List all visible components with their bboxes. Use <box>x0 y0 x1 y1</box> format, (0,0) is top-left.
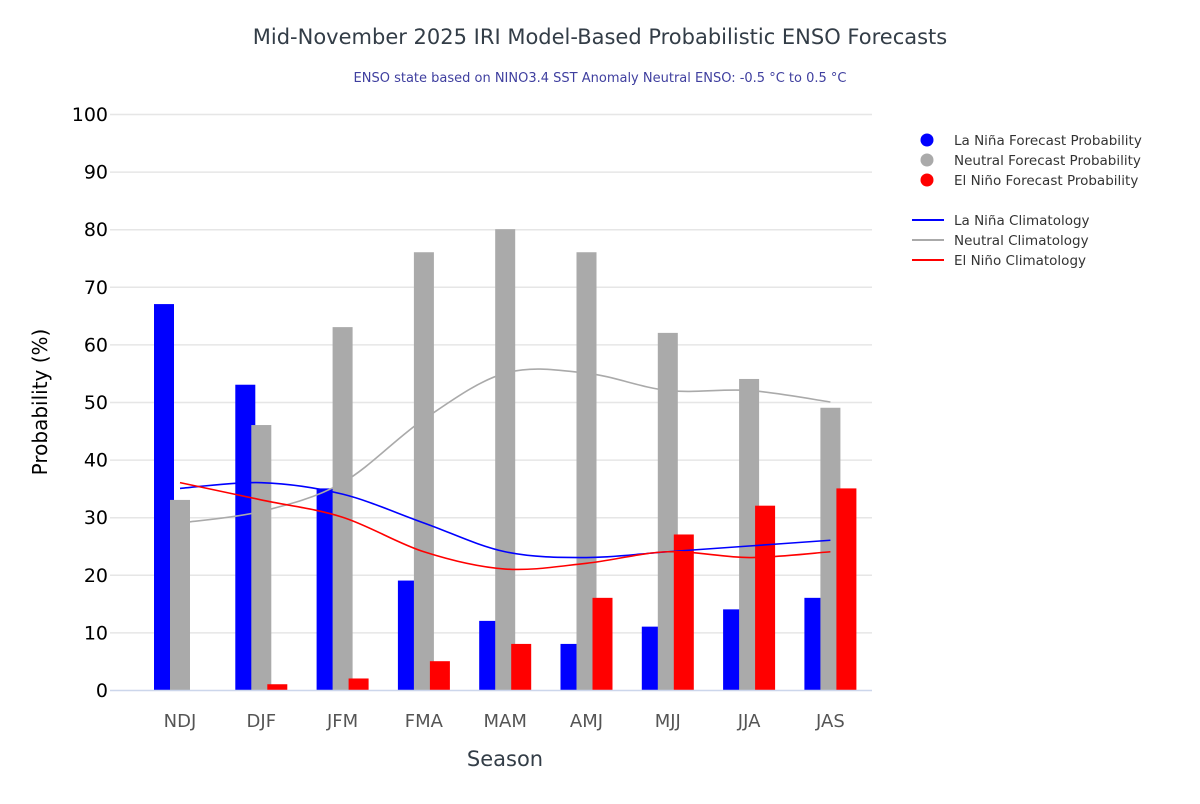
bar-el-ni-o-forecast-probabilityjfm <box>348 678 369 690</box>
y-tick-label: 70 <box>84 277 108 299</box>
bar-la-ni-a-forecast-probabilityjas <box>804 597 825 690</box>
bar-neutral-forecast-probabilitymjj <box>657 332 678 690</box>
bar-el-ni-o-forecast-probabilityfma <box>429 661 450 690</box>
legend-label: Neutral Forecast Probability <box>954 153 1141 169</box>
legend-label: El Niño Climatology <box>954 253 1086 269</box>
bar-neutral-forecast-probabilityjas <box>820 407 841 690</box>
x-tick-label: JAS <box>815 711 845 732</box>
bar-neutral-forecast-probabilityjja <box>739 378 760 690</box>
bar-la-ni-a-forecast-probabilityamj <box>560 643 581 690</box>
bar-neutral-forecast-probabilityamj <box>576 252 597 691</box>
x-tick-label: JFM <box>326 711 358 732</box>
bar-la-ni-a-forecast-probabilitydjf <box>235 384 256 690</box>
bar-la-ni-a-forecast-probabilityfma <box>397 580 418 690</box>
bar-el-ni-o-forecast-probabilitymam <box>511 643 532 690</box>
x-tick-label: MAM <box>484 711 527 732</box>
legend-label: Neutral Climatology <box>954 233 1089 249</box>
x-tick-label: FMA <box>405 711 444 732</box>
bar-neutral-forecast-probabilitydjf <box>251 425 272 690</box>
bars <box>154 229 857 691</box>
legend-label: La Niña Climatology <box>954 213 1090 229</box>
legend-label: El Niño Forecast Probability <box>954 173 1138 189</box>
legend-marker-circle <box>920 153 934 167</box>
line-el-ni-o-climatology <box>179 481 831 571</box>
y-tick-label: 20 <box>84 565 108 587</box>
bar-neutral-forecast-probabilityndj <box>170 499 190 690</box>
y-tick-label: 50 <box>84 392 108 414</box>
climatology-lines <box>179 368 831 571</box>
y-tick-label: 80 <box>84 219 108 241</box>
y-tick-label: 60 <box>84 334 108 356</box>
legend-label: La Niña Forecast Probability <box>954 133 1142 149</box>
bar-la-ni-a-forecast-probabilityjfm <box>316 488 337 690</box>
line-la-ni-a-climatology <box>179 481 831 559</box>
bar-neutral-forecast-probabilityjfm <box>332 327 353 690</box>
chart-title: Mid-November 2025 IRI Model-Based Probab… <box>253 25 947 49</box>
bar-neutral-forecast-probabilitymam <box>495 229 516 690</box>
x-tick-label: NDJ <box>164 711 197 732</box>
bar-la-ni-a-forecast-probabilitymjj <box>641 626 662 690</box>
x-tick-label: AMJ <box>570 711 603 732</box>
y-axis-ticks: 0 10 20 30 40 50 60 70 80 90 100 <box>72 104 108 702</box>
bar-el-ni-o-forecast-probabilitydjf <box>267 684 288 690</box>
x-tick-label: JJA <box>737 711 761 732</box>
y-tick-label: 90 <box>84 162 108 184</box>
bar-neutral-forecast-probabilityfma <box>413 252 434 691</box>
bar-el-ni-o-forecast-probabilitymjj <box>673 534 694 690</box>
legend-marker-circle <box>920 133 934 147</box>
bar-el-ni-o-forecast-probabilityamj <box>592 597 613 690</box>
y-tick-label: 0 <box>96 680 108 702</box>
x-axis-ticks: NDJ DJF JFM FMA MAM AMJ MJJ JJA JAS <box>164 711 845 732</box>
bar-la-ni-a-forecast-probabilityjja <box>723 609 744 690</box>
y-tick-label: 40 <box>84 450 108 472</box>
bar-el-ni-o-forecast-probabilityjja <box>755 505 776 690</box>
y-tick-label: 100 <box>72 104 108 126</box>
bar-el-ni-o-forecast-probabilityjas <box>836 488 857 690</box>
y-tick-label: 30 <box>84 507 108 529</box>
x-tick-label: DJF <box>247 711 277 732</box>
legend-marker-circle <box>920 173 934 187</box>
bar-la-ni-a-forecast-probabilitymam <box>479 620 500 690</box>
y-tick-label: 10 <box>84 622 108 644</box>
chart-subtitle: ENSO state based on NINO3.4 SST Anomaly … <box>354 71 847 86</box>
x-tick-label: MJJ <box>655 711 681 732</box>
bar-la-ni-a-forecast-probabilityndj <box>154 304 174 690</box>
x-axis-label: Season <box>467 747 543 771</box>
legend: La Niña Forecast Probability Neutral Fore… <box>912 133 1142 269</box>
y-axis-label: Probability (%) <box>28 329 52 476</box>
